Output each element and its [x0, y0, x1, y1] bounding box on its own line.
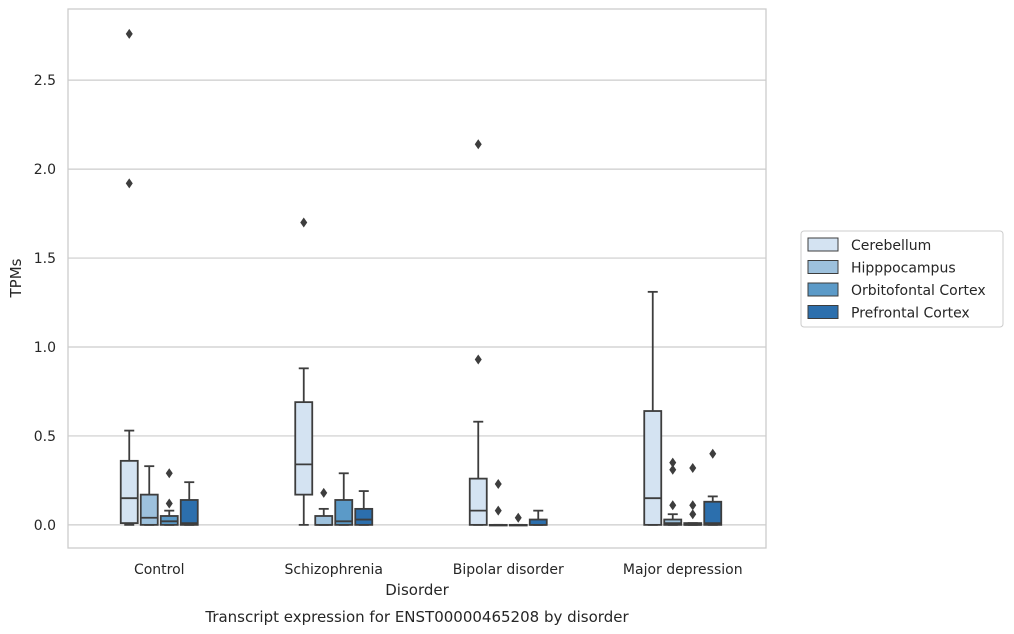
box-2-1 — [334, 472, 354, 526]
outlier-point — [689, 509, 697, 520]
outlier-point — [514, 512, 522, 523]
legend-swatch — [807, 237, 839, 252]
y-tick-labels: 0.0 0.5 1.0 1.5 2.0 2.5 — [34, 73, 56, 534]
legend-label: Orbitofontal Cortex — [851, 283, 986, 299]
outlier-point — [689, 500, 697, 511]
box — [468, 477, 488, 526]
x-tick-label: Major depression — [623, 562, 743, 578]
box-2-0 — [159, 468, 179, 526]
x-axis-label: Disorder — [385, 581, 449, 599]
box — [179, 499, 199, 526]
box — [354, 507, 374, 526]
outlier-point — [125, 28, 133, 39]
outlier-point — [165, 498, 173, 509]
box-groups — [119, 28, 723, 527]
outlier-point — [300, 217, 308, 228]
figure-caption: Transcript expression for ENST0000046520… — [204, 608, 629, 626]
legend-label: Hipppocampus — [851, 261, 956, 277]
legend-label: Cerebellum — [851, 238, 931, 254]
y-tick-label: 1.0 — [34, 340, 56, 356]
box-0-2 — [468, 139, 488, 526]
x-tick-label: Schizophrenia — [285, 562, 383, 578]
legend-swatch — [807, 260, 839, 274]
outlier-point — [320, 487, 328, 498]
x-tick-label: Bipolar disorder — [453, 562, 564, 578]
y-tick-label: 2.5 — [34, 73, 56, 89]
box-3-2 — [528, 509, 548, 526]
outlier-point — [494, 505, 502, 516]
y-tick-label: 1.5 — [34, 251, 56, 267]
y-tick-label: 0.0 — [34, 518, 56, 534]
outlier-point — [669, 500, 677, 511]
outlier-point — [669, 464, 677, 475]
box — [119, 459, 139, 524]
box-0-3 — [643, 290, 663, 526]
plot-frame — [67, 8, 767, 549]
box-2-2 — [508, 512, 528, 527]
legend-frame — [800, 230, 1004, 328]
outlier-point — [125, 178, 133, 189]
legend: Cerebellum Hipppocampus Orbitofontal Corte… — [800, 230, 1004, 328]
legend-swatch — [807, 282, 839, 297]
box-1-1 — [314, 487, 334, 526]
box — [643, 410, 663, 526]
outlier-point — [474, 354, 482, 365]
outlier-point — [689, 462, 697, 473]
box — [314, 515, 334, 526]
outlier-point — [474, 139, 482, 150]
box-1-2 — [488, 478, 508, 527]
box-0-0 — [119, 28, 139, 526]
outlier-point — [165, 468, 173, 479]
y-tick-label: 2.0 — [34, 162, 56, 178]
legend-swatch — [807, 305, 839, 319]
x-tick-labels: Control Schizophrenia Bipolar disorder Majo… — [134, 562, 743, 578]
box — [139, 493, 159, 526]
box-0-1 — [294, 217, 314, 526]
box-1-3 — [663, 457, 683, 526]
y-axis-label: TPMs — [7, 258, 25, 298]
outlier-point — [669, 457, 677, 468]
box — [294, 401, 314, 496]
y-tick-label: 0.5 — [34, 429, 56, 445]
legend-label: Prefrontal Cortex — [851, 306, 970, 322]
box-3-1 — [354, 490, 374, 526]
box-2-3 — [683, 462, 703, 526]
box — [703, 500, 723, 526]
outlier-point — [709, 448, 717, 459]
x-tick-label: Control — [134, 562, 185, 578]
box-3-3 — [703, 448, 723, 526]
box-3-0 — [179, 481, 199, 526]
box — [334, 499, 354, 526]
outlier-point — [494, 478, 502, 489]
box-1-0 — [139, 465, 159, 526]
